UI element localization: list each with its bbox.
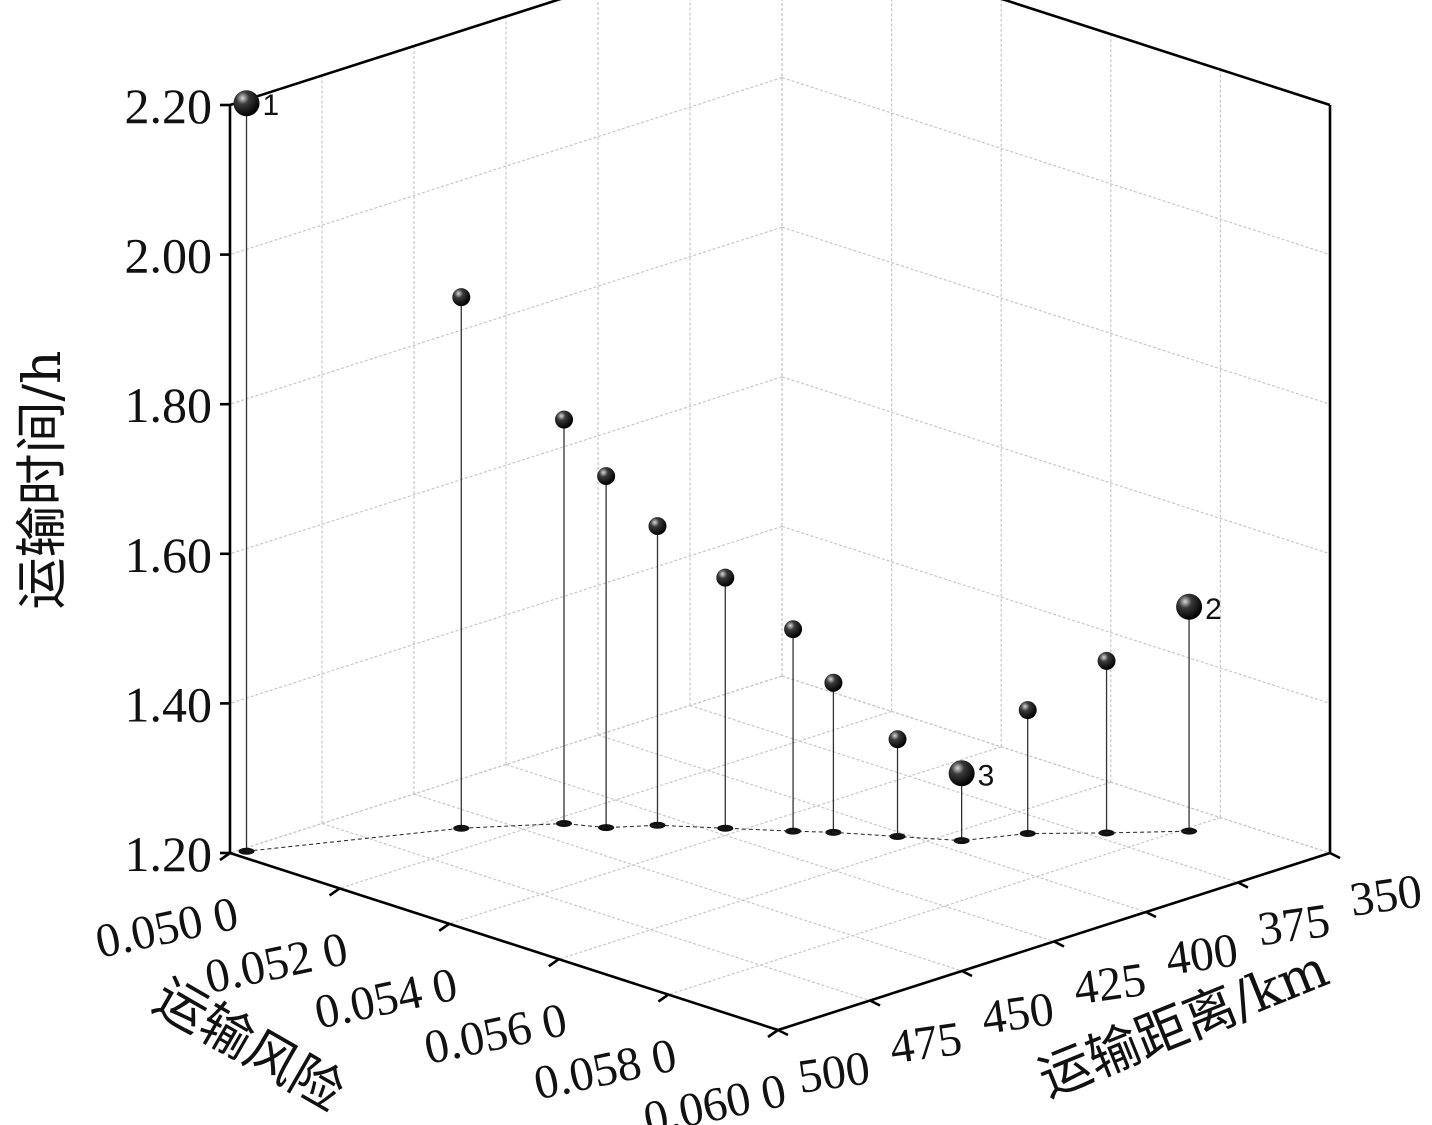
floor-projection-line [246,822,1190,852]
floor-gridline-y [321,822,871,1002]
floor-projection-point [717,824,734,832]
data-point [716,568,735,587]
data-point [233,90,260,117]
box-edge [229,0,562,107]
data-point [597,467,616,486]
data-point [1018,701,1037,720]
data-point-label: 1 [263,89,280,122]
floor-projection-point [1181,827,1198,835]
wall-gridline-z [781,525,1331,704]
x-tick-mark [548,958,560,968]
z-tick-label: 1.20 [125,826,213,882]
y-tick-mark [1237,881,1249,889]
data-point [452,288,471,307]
z-tick-label: 1.80 [125,377,213,433]
y-tick-mark [777,1028,789,1037]
z-axis-title: 运输时间/h [13,350,73,609]
wall-gridline-z [229,525,783,704]
tick-labels: 1.201.401.601.802.002.200.050 00.052 00.… [91,78,1425,1125]
wall-gridline-z [229,77,783,256]
y-tick-mark [1145,910,1157,919]
y-tick-label: 500 [795,1041,874,1104]
y-tick-mark [1053,940,1065,948]
floor-projection-point [598,824,615,832]
wall-gridline-z [229,226,783,405]
wall-gridline-z [229,675,783,854]
x-tick-mark [657,993,670,1003]
floor-projection-point [649,821,666,829]
y-tick-label: 375 [1255,894,1334,957]
z-tick-label: 2.00 [125,228,213,284]
x-tick-mark [767,1028,779,1039]
wall-gridline-z [229,376,783,555]
data-point [948,760,975,787]
wall-gridline-z [781,226,1331,405]
data-point [888,730,907,749]
z-tick-label: 1.60 [125,527,213,583]
data-point-label: 3 [978,759,995,792]
floor-gridline-y [413,793,963,972]
drop-lines [245,103,1190,852]
y-tick-label: 425 [1071,953,1150,1016]
data-point [648,517,667,536]
x-tick-mark [328,887,341,897]
box-edge [1000,0,1331,107]
z-tick-label: 2.20 [125,78,213,134]
y-tick-mark [1329,851,1341,860]
data-points: 1 3 2 [233,89,1222,792]
floor-projection-point [1019,830,1036,838]
floor-projection-point [453,824,470,832]
data-point-label: 2 [1205,593,1222,626]
y-tick-label: 450 [979,982,1058,1045]
y-tick-mark [961,969,973,978]
wall-gridline-z [781,675,1331,854]
floor-gridline-y [597,734,1147,913]
x-tick-mark [438,922,450,932]
floor-projections [238,820,1198,855]
floor-gridline-y [689,704,1239,884]
y-tick-mark [869,999,881,1007]
y-tick-label: 475 [887,1012,966,1075]
y-tick-label: 350 [1347,864,1426,927]
x-axis-line [229,851,779,1032]
z-tick-label: 1.40 [125,676,213,732]
wall-gridline-z [781,376,1331,555]
data-point [1097,651,1116,670]
grid [229,0,1331,1031]
y-tick-label: 400 [1163,923,1242,986]
data-point [784,620,803,639]
floor-gridline-y [505,763,1055,943]
data-point [824,673,843,692]
axis-box [219,0,1341,1039]
data-point [555,410,573,429]
data-point [1176,593,1203,620]
wall-gridline-z [781,77,1331,256]
